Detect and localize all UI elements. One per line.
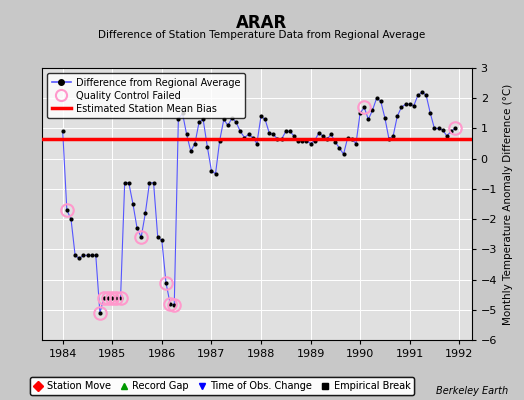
Text: Berkeley Earth: Berkeley Earth xyxy=(436,386,508,396)
Legend: Station Move, Record Gap, Time of Obs. Change, Empirical Break: Station Move, Record Gap, Time of Obs. C… xyxy=(29,377,414,395)
Text: Difference of Station Temperature Data from Regional Average: Difference of Station Temperature Data f… xyxy=(99,30,425,40)
Text: ARAR: ARAR xyxy=(236,14,288,32)
Y-axis label: Monthly Temperature Anomaly Difference (°C): Monthly Temperature Anomaly Difference (… xyxy=(503,83,512,325)
